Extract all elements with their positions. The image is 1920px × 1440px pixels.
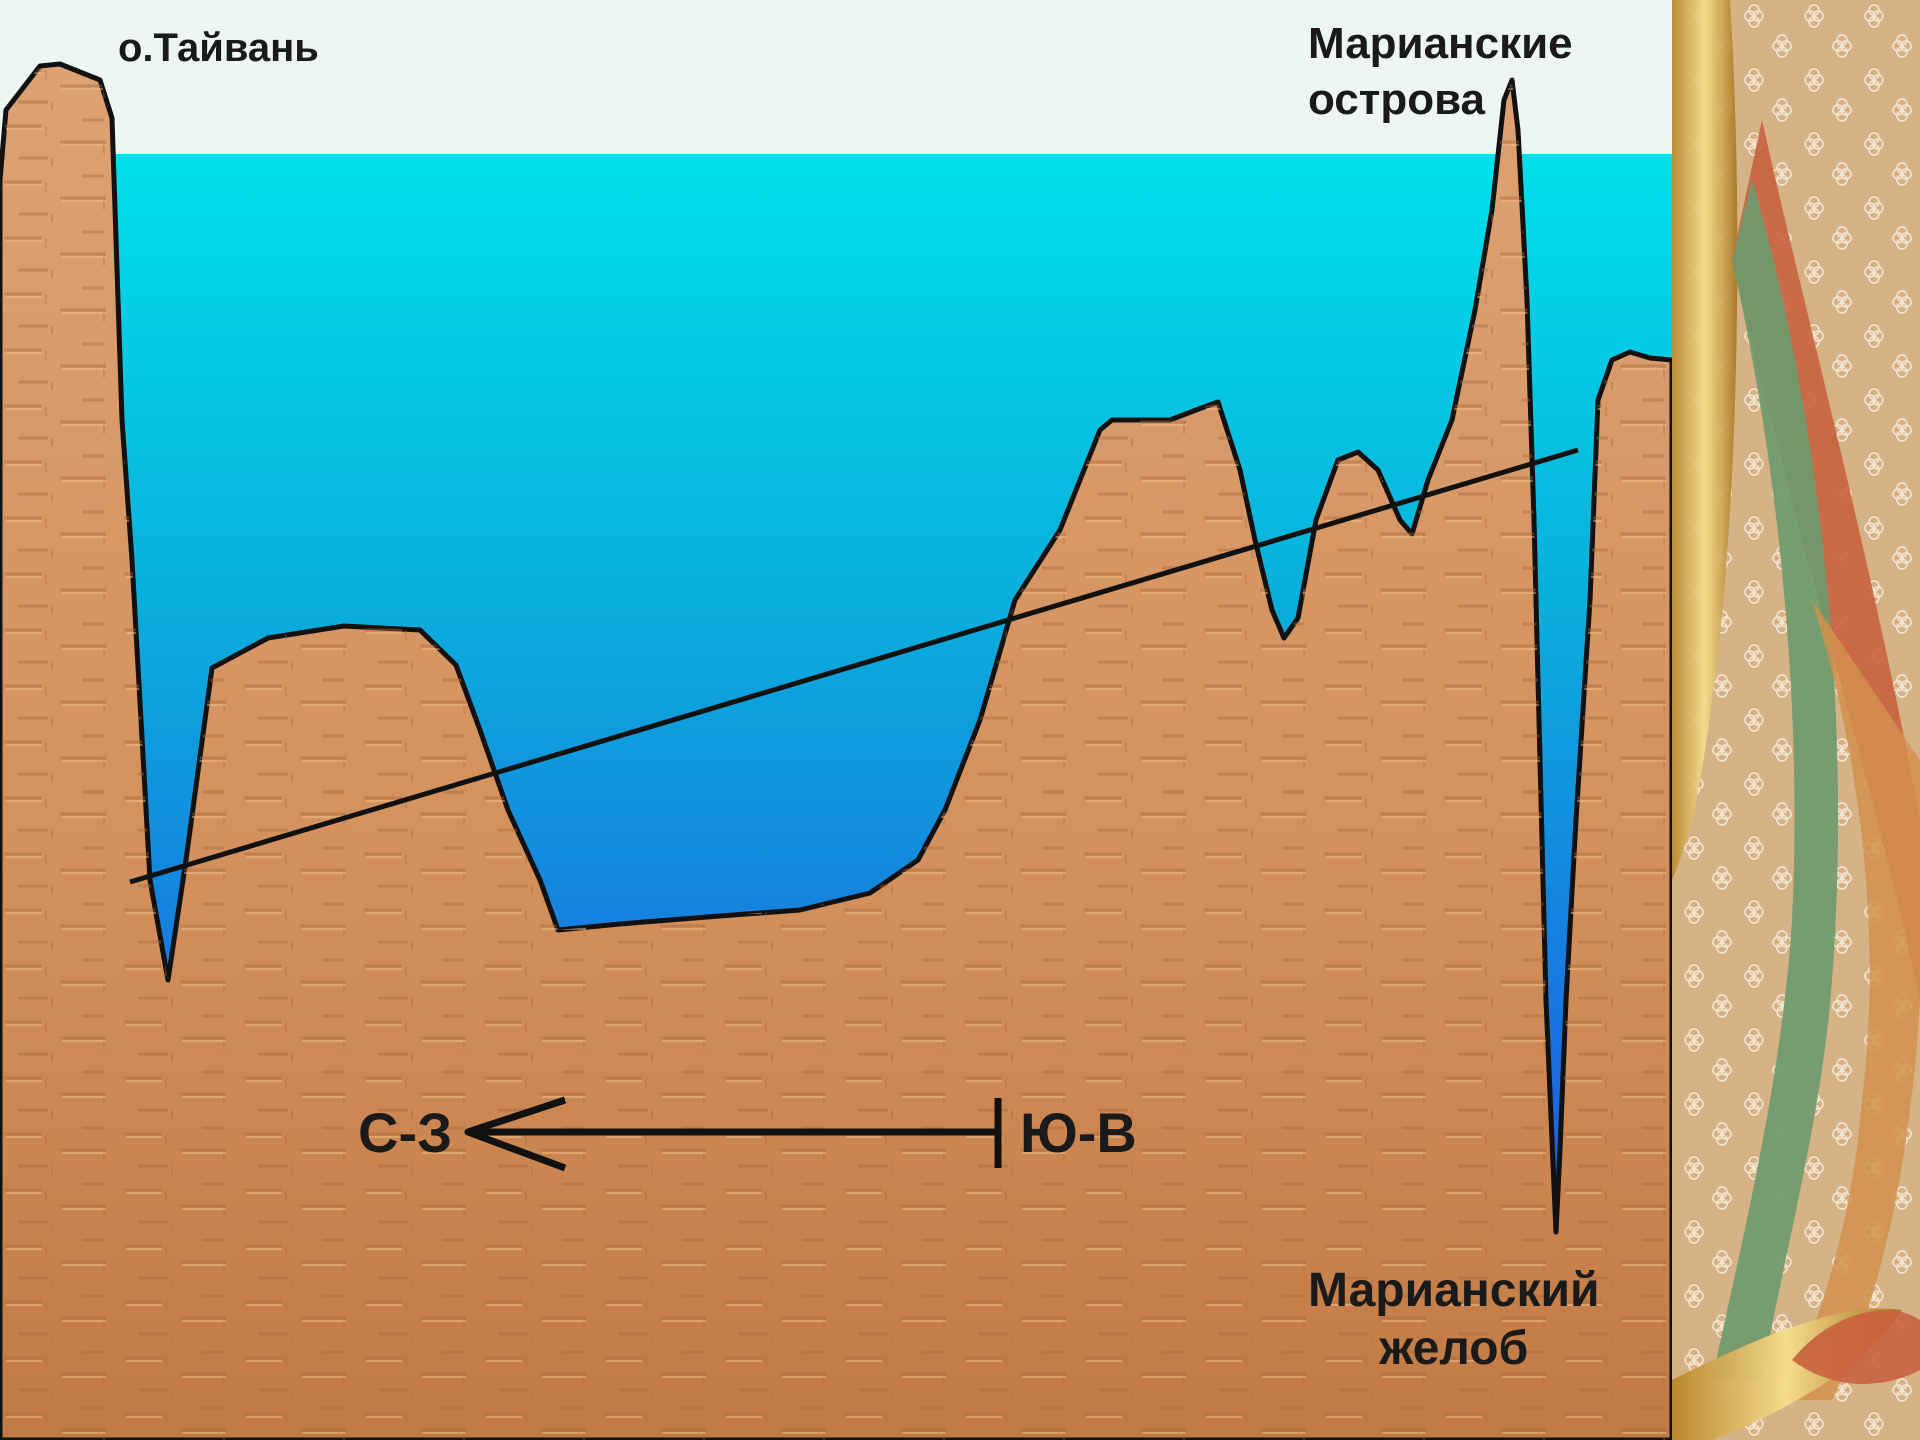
orange-ribbon <box>1782 600 1920 1400</box>
red-leaf <box>1792 1310 1920 1384</box>
rock-texture <box>0 64 1672 1440</box>
gold-ribbon <box>1672 0 1738 880</box>
label-mariana-trench-line2: желоб <box>1379 1322 1529 1375</box>
label-direction-nw: С-З <box>358 1101 453 1164</box>
decorative-side-panel <box>1672 0 1920 1440</box>
label-mariana-islands: Марианские острова <box>1308 16 1573 128</box>
label-mariana-trench-line1: Марианский <box>1308 1264 1600 1317</box>
label-direction-se: Ю-В <box>1020 1101 1137 1164</box>
direction-arrow <box>464 1096 1002 1172</box>
label-mariana-islands-line1: Марианские <box>1308 19 1573 68</box>
label-mariana-trench: Марианский желоб <box>1308 1262 1600 1378</box>
label-mariana-islands-line2: острова <box>1308 75 1486 124</box>
label-taiwan: о.Тайвань <box>118 26 319 70</box>
sky <box>0 0 1672 156</box>
trend-line <box>129 447 1579 885</box>
ocean-floor-profile-diagram <box>0 0 1672 1440</box>
green-ribbon <box>1712 180 1839 1380</box>
